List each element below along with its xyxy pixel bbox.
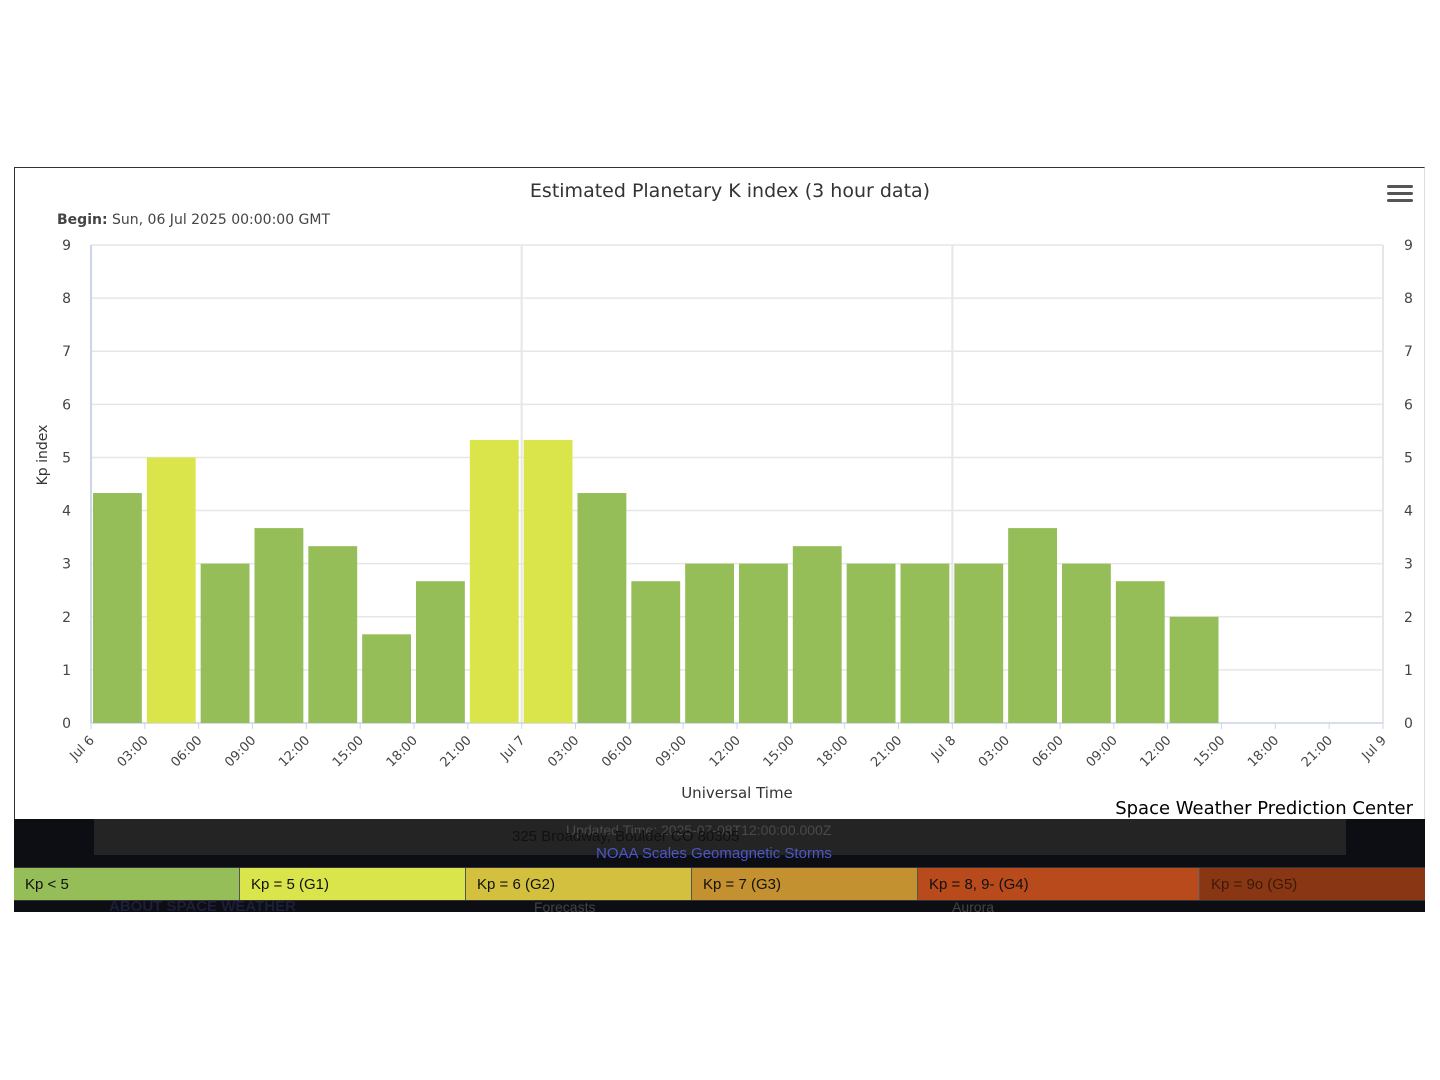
y-tick-label-left: 0 [62, 716, 71, 732]
x-tick-label: 09:00 [1084, 733, 1121, 770]
y-tick-label-left: 8 [62, 291, 71, 307]
kp-bar[interactable] [846, 563, 896, 723]
kp-bar[interactable] [739, 563, 788, 723]
y-tick-label-left: 1 [62, 663, 71, 679]
kp-bar[interactable] [93, 493, 142, 723]
x-tick-label: 12:00 [707, 733, 744, 770]
x-tick-label: 06:00 [168, 733, 205, 770]
y-axis-left-ticks: 0 1 2 3 4 5 6 7 8 9 [62, 238, 71, 732]
address-text: 325 Broadway, Boulder CO 80305 [512, 828, 740, 845]
y-tick-label-left: 3 [62, 557, 71, 573]
y-tick-label-right: 2 [1404, 610, 1413, 626]
x-tick-label: 21:00 [868, 733, 905, 770]
x-tick-label: Jul 6 [67, 733, 98, 764]
legend-item: Kp < 5 [14, 868, 240, 900]
x-tick-label: 03:00 [976, 733, 1013, 770]
x-tick-label: Jul 9 [1359, 733, 1390, 764]
x-tick-label: 09:00 [653, 733, 690, 770]
kp-bar[interactable] [631, 581, 681, 723]
x-tick-label: 06:00 [599, 733, 636, 770]
x-tick-label: 09:00 [222, 733, 259, 770]
kp-bar[interactable] [416, 581, 465, 723]
legend-item: Kp = 8, 9- (G4) [918, 868, 1200, 900]
y-axis-right-ticks: 0 1 2 3 4 5 6 7 8 9 [1404, 238, 1413, 732]
x-tick-label: 21:00 [438, 733, 475, 770]
updated-time: Updated Time: 2025-07-08T12:00:00.000Z [566, 822, 832, 838]
about-space-weather-link[interactable]: ABOUT SPACE WEATHER [109, 898, 296, 912]
kp-bar[interactable] [523, 439, 573, 723]
y-tick-label-left: 9 [62, 238, 71, 254]
x-tick-label: 15:00 [330, 733, 367, 770]
kp-bar[interactable] [362, 634, 411, 723]
kp-bar[interactable] [469, 439, 519, 723]
kp-bar[interactable] [685, 563, 734, 723]
y-tick-label-left: 4 [62, 504, 71, 520]
y-tick-label-left: 6 [62, 397, 71, 413]
y-tick-label-right: 7 [1404, 344, 1413, 360]
forecasts-link[interactable]: Forecasts [534, 899, 596, 912]
x-tick-label: 18:00 [1245, 733, 1282, 770]
y-tick-label-right: 6 [1404, 397, 1413, 413]
y-tick-label-right: 3 [1404, 557, 1413, 573]
kp-bar[interactable] [577, 493, 627, 723]
kp-bar[interactable] [200, 563, 250, 723]
x-tick-label: Jul 7 [497, 733, 528, 764]
x-tick-label: 03:00 [115, 733, 152, 770]
x-tick-label: 18:00 [384, 733, 421, 770]
kp-bar[interactable] [1008, 528, 1057, 723]
footer-panel [94, 819, 1346, 855]
legend-item: Kp = 7 (G3) [692, 868, 918, 900]
x-tick-label: 21:00 [1299, 733, 1336, 770]
y-tick-label-right: 8 [1404, 291, 1413, 307]
x-tick-label: 06:00 [1030, 733, 1067, 770]
x-tick-label: 18:00 [814, 733, 851, 770]
aurora-link[interactable]: Aurora [952, 899, 995, 912]
x-tick-label: Jul 8 [928, 733, 959, 764]
y-axis-label: Kp index [35, 425, 51, 486]
chart-subtitle: Begin: Sun, 06 Jul 2025 00:00:00 GMT [57, 212, 330, 228]
x-tick-label: 03:00 [545, 733, 582, 770]
kp-scale-legend: Kp < 5 Kp = 5 (G1) Kp = 6 (G2) Kp = 7 (G3) K… [14, 867, 1425, 901]
legend-item: Kp = 6 (G2) [466, 868, 692, 900]
noaa-scales-link[interactable]: NOAA Scales Geomagnetic Storms [596, 845, 832, 862]
x-tick-label: 12:00 [1137, 733, 1174, 770]
y-tick-label-left: 5 [62, 450, 71, 466]
y-tick-label-left: 2 [62, 610, 71, 626]
kp-bar[interactable] [254, 528, 304, 723]
x-tick-label: 15:00 [1191, 733, 1228, 770]
y-tick-label-right: 5 [1404, 450, 1413, 466]
bars [93, 439, 1219, 723]
kp-bar[interactable] [308, 546, 358, 723]
x-axis-ticks: Jul 6 03:00 06:00 09:00 12:00 15:00 18:00 21:00… [67, 723, 1390, 770]
kp-bar[interactable] [792, 546, 842, 723]
x-tick-label: 15:00 [761, 733, 798, 770]
chart-container: Estimated Planetary K index (3 hour data… [14, 167, 1425, 819]
subtitle-value: Sun, 06 Jul 2025 00:00:00 GMT [108, 212, 331, 228]
kp-bar[interactable] [146, 457, 196, 723]
grid-lines [90, 244, 1384, 724]
kp-bar[interactable] [954, 563, 1004, 723]
kp-bar[interactable] [900, 563, 950, 723]
chart-title: Estimated Planetary K index (3 hour data… [530, 180, 930, 202]
kp-bar[interactable] [1169, 616, 1219, 723]
y-tick-label-right: 9 [1404, 238, 1413, 254]
hamburger-menu-icon[interactable] [1387, 185, 1413, 207]
y-tick-label-left: 7 [62, 344, 71, 360]
kp-bar-chart: Estimated Planetary K index (3 hour data… [35, 180, 1414, 819]
chart-credit: Space Weather Prediction Center [1115, 798, 1413, 819]
y-tick-label-right: 4 [1404, 504, 1413, 520]
subtitle-label: Begin: [57, 212, 108, 228]
x-axis-label: Universal Time [681, 784, 793, 802]
kp-bar[interactable] [1062, 563, 1111, 723]
kp-bar[interactable] [1115, 581, 1165, 723]
y-tick-label-right: 0 [1404, 716, 1413, 732]
legend-item: Kp = 9o (G5) [1200, 868, 1425, 900]
x-tick-label: 12:00 [276, 733, 313, 770]
y-tick-label-right: 1 [1404, 663, 1413, 679]
legend-item: Kp = 5 (G1) [240, 868, 466, 900]
